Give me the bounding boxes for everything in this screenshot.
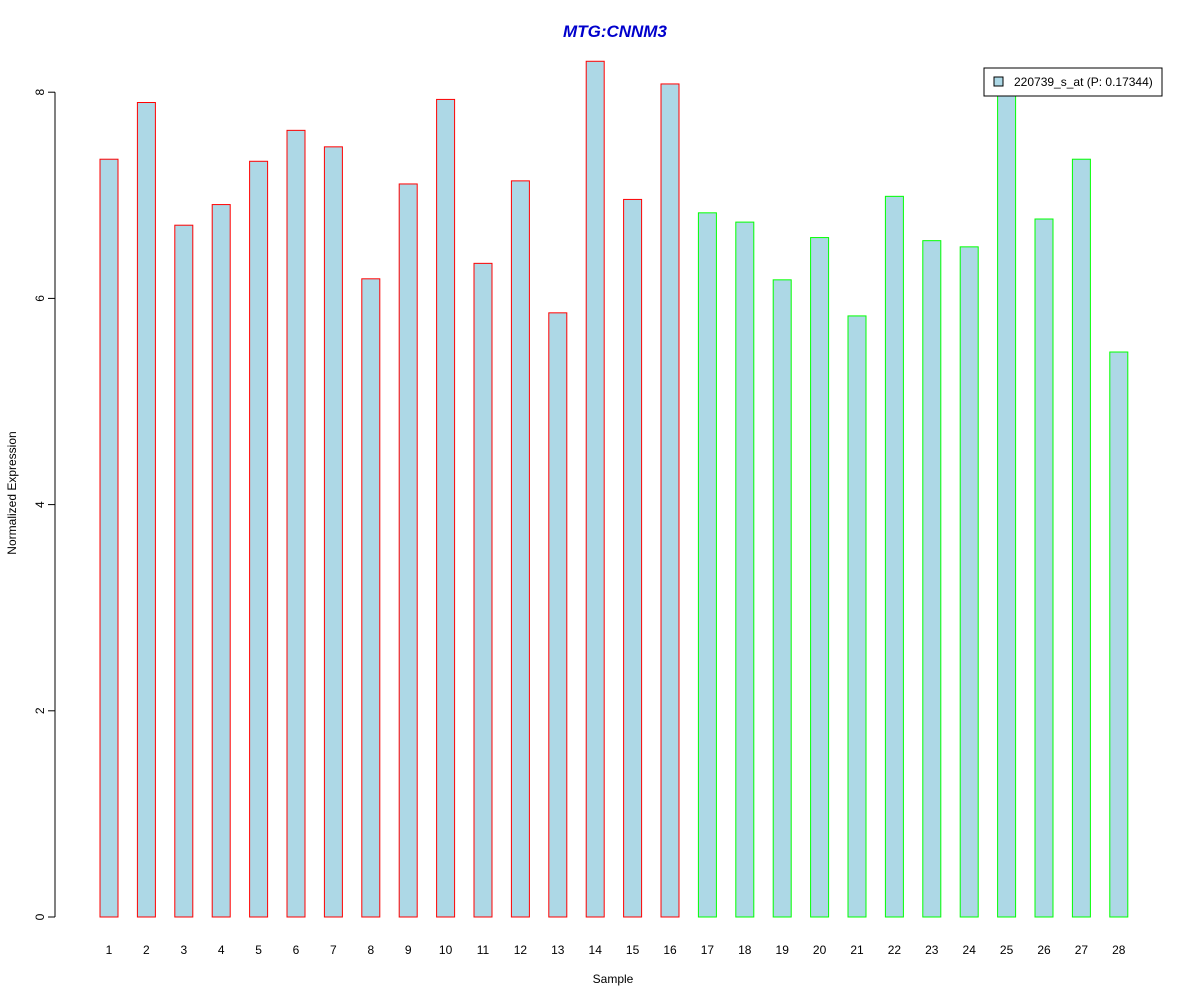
bar-sample-9	[398, 183, 418, 918]
legend-swatch	[993, 76, 1004, 87]
x-tick-label: 27	[1075, 943, 1089, 957]
x-tick-label: 9	[405, 943, 412, 957]
bar-sample-21	[847, 315, 867, 918]
y-axis-label: Normalized Expression	[5, 431, 19, 554]
bar-sample-16	[660, 83, 680, 918]
x-tick-label: 18	[738, 943, 752, 957]
x-tick-label: 19	[776, 943, 790, 957]
bar-sample-6	[286, 129, 306, 918]
bar-sample-25	[997, 88, 1017, 918]
x-tick-label: 22	[888, 943, 902, 957]
bar-sample-23	[922, 240, 942, 918]
x-tick-label: 3	[180, 943, 187, 957]
x-tick-label: 8	[367, 943, 374, 957]
x-tick-label: 21	[850, 943, 864, 957]
bar-sample-19	[772, 279, 792, 918]
bar-sample-7	[323, 146, 343, 918]
bar-sample-11	[473, 262, 493, 918]
x-tick-label: 15	[626, 943, 640, 957]
bar-sample-10	[436, 98, 456, 918]
x-tick-label: 13	[551, 943, 565, 957]
x-tick-label: 5	[255, 943, 262, 957]
x-tick-label: 17	[701, 943, 715, 957]
x-tick-labels: 1 2 3 4 5 6 7 8 9 10 11 12 13 14 15 16 17 18 19 20 21 22 23 24 2…	[106, 943, 1126, 957]
x-tick-label: 23	[925, 943, 939, 957]
bar-sample-22	[884, 195, 904, 918]
legend: 220739_s_at (P: 0.17344)	[983, 67, 1163, 97]
x-tick-label: 24	[963, 943, 977, 957]
bar-sample-18	[735, 221, 755, 918]
chart-title: MTG:CNNM3	[563, 22, 667, 41]
x-tick-label: 26	[1037, 943, 1051, 957]
y-tick-label: 6	[33, 295, 47, 302]
bar-sample-24	[959, 246, 979, 918]
x-tick-label: 11	[477, 943, 490, 957]
x-tick-label: 16	[663, 943, 677, 957]
bar-sample-28	[1109, 351, 1129, 918]
bar-sample-17	[697, 212, 717, 918]
x-tick-label: 4	[218, 943, 225, 957]
bar-sample-27	[1071, 158, 1091, 918]
bar-sample-12	[510, 180, 530, 918]
bar-sample-8	[361, 278, 381, 918]
bar-sample-1	[99, 158, 119, 918]
x-tick-label: 2	[143, 943, 150, 957]
bar-sample-13	[548, 312, 568, 918]
bar-sample-3	[174, 224, 194, 918]
bar-sample-20	[810, 237, 830, 918]
x-tick-label: 28	[1112, 943, 1126, 957]
bar-sample-2	[136, 102, 156, 918]
x-tick-label: 20	[813, 943, 827, 957]
y-axis: 0 2 4 6 8	[33, 89, 56, 920]
y-tick-label: 2	[33, 707, 47, 714]
x-tick-label: 14	[589, 943, 603, 957]
bar-sample-15	[623, 198, 643, 918]
x-tick-label: 25	[1000, 943, 1014, 957]
bars-group	[99, 60, 1129, 918]
x-tick-label: 10	[439, 943, 453, 957]
legend-box	[983, 67, 1163, 97]
x-tick-label: 1	[106, 943, 113, 957]
bar-sample-14	[585, 60, 605, 918]
y-tick-label: 0	[33, 913, 47, 920]
y-tick-label: 4	[33, 501, 47, 508]
x-tick-label: 12	[514, 943, 528, 957]
x-tick-label: 7	[330, 943, 337, 957]
x-tick-label: 6	[293, 943, 300, 957]
legend-label: 220739_s_at (P: 0.17344)	[1014, 75, 1153, 89]
bar-sample-4	[211, 204, 231, 918]
bar-sample-26	[1034, 218, 1054, 918]
y-tick-label: 8	[33, 89, 47, 96]
x-axis-label: Sample	[593, 972, 634, 986]
bar-sample-5	[249, 160, 269, 918]
